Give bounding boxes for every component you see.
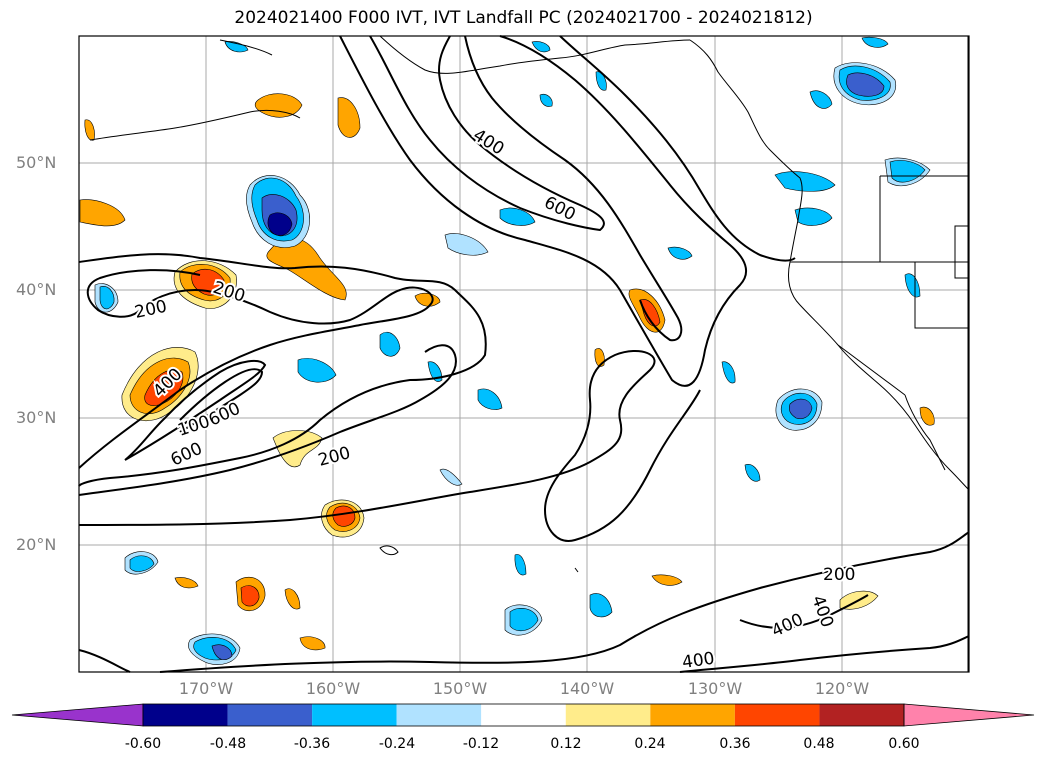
colorbar-tick-label: -0.36 bbox=[293, 736, 331, 752]
negative-anomaly bbox=[861, 36, 889, 48]
colorbar-cell bbox=[227, 704, 313, 726]
positive-anomaly bbox=[337, 97, 361, 138]
negative-anomaly bbox=[846, 72, 885, 97]
positive-anomaly bbox=[594, 348, 605, 367]
negative-anomaly bbox=[129, 555, 155, 572]
colorbar-cell bbox=[734, 704, 820, 726]
negative-anomaly bbox=[514, 554, 527, 576]
negative-anomaly bbox=[427, 361, 443, 382]
positive-anomaly bbox=[79, 199, 126, 227]
map-frame bbox=[78, 35, 970, 673]
colorbar-tick-label: -0.12 bbox=[462, 736, 500, 752]
colorbar-cell bbox=[650, 704, 735, 726]
colorbar-tick-label: 0.60 bbox=[888, 736, 920, 752]
positive-anomaly bbox=[299, 636, 326, 651]
colorbar-tick-label: 0.36 bbox=[719, 736, 751, 752]
negative-anomaly bbox=[744, 464, 761, 482]
negative-anomaly bbox=[889, 160, 926, 183]
negative-anomaly bbox=[794, 207, 833, 226]
lat-label: 30°N bbox=[16, 408, 57, 427]
positive-anomaly bbox=[284, 588, 301, 610]
colorbar-tick-label: -0.60 bbox=[124, 736, 162, 752]
lon-label: 120°W bbox=[814, 679, 870, 698]
colorbar-tick-label: -0.48 bbox=[209, 736, 247, 752]
positive-anomaly bbox=[254, 93, 303, 118]
ivt-contours bbox=[78, 35, 970, 673]
colorbar-tick-label: 0.24 bbox=[634, 736, 666, 752]
colorbar-tick-label: 0.12 bbox=[550, 736, 582, 752]
colorbar bbox=[11, 703, 1035, 727]
negative-anomaly bbox=[721, 361, 736, 384]
lon-label: 140°W bbox=[559, 679, 615, 698]
colorbar-cell bbox=[396, 704, 482, 726]
negative-anomaly bbox=[211, 644, 233, 660]
colorbar-cell bbox=[481, 704, 566, 726]
negative-anomaly bbox=[904, 273, 921, 298]
positive-anomaly bbox=[639, 299, 661, 327]
negative-anomaly bbox=[589, 593, 613, 618]
negative-anomaly bbox=[667, 246, 693, 260]
negative-anomaly bbox=[477, 388, 503, 410]
positive-anomaly bbox=[332, 505, 356, 527]
colorbar-extend-right bbox=[903, 703, 1035, 727]
colorbar-extend-left bbox=[11, 703, 144, 727]
lon-label: 150°W bbox=[432, 679, 488, 698]
positive-anomaly bbox=[266, 237, 347, 301]
positive-anomaly bbox=[414, 293, 441, 307]
negative-anomaly bbox=[224, 41, 249, 53]
negative-anomaly bbox=[509, 607, 539, 632]
lon-label: 170°W bbox=[178, 679, 234, 698]
negative-anomaly bbox=[539, 93, 553, 107]
negative-anomaly bbox=[809, 90, 833, 109]
lat-label: 50°N bbox=[16, 153, 57, 172]
negative-anomaly bbox=[439, 468, 463, 486]
negative-anomaly bbox=[444, 233, 489, 256]
negative-anomaly bbox=[99, 286, 115, 310]
colorbar-cell bbox=[312, 704, 397, 726]
contour-label: 200 bbox=[823, 565, 855, 585]
colorbar-tick-label: -0.24 bbox=[378, 736, 416, 752]
positive-anomaly bbox=[174, 577, 199, 589]
positive-anomaly bbox=[919, 406, 935, 426]
colorbar-cell bbox=[819, 704, 904, 726]
positive-anomaly bbox=[240, 585, 260, 607]
lat-label: 40°N bbox=[16, 280, 57, 299]
negative-anomaly bbox=[788, 398, 813, 419]
negative-anomaly bbox=[531, 41, 551, 53]
positive-anomaly bbox=[84, 119, 95, 141]
graticule bbox=[79, 36, 969, 672]
negative-anomaly bbox=[267, 212, 293, 236]
colorbar-cell bbox=[565, 704, 651, 726]
lat-label: 20°N bbox=[16, 535, 57, 554]
negative-anomaly bbox=[297, 358, 337, 383]
negative-anomaly bbox=[379, 331, 401, 357]
colorbar-tick-label: 0.48 bbox=[803, 736, 835, 752]
colorbar-cell bbox=[143, 704, 228, 726]
lon-label: 130°W bbox=[687, 679, 743, 698]
map-title: 2024021400 F000 IVT, IVT Landfall PC (20… bbox=[234, 8, 813, 28]
negative-anomaly bbox=[499, 207, 536, 226]
positive-anomaly bbox=[651, 574, 683, 586]
map-panel: 400 600 200 200 400 1000 600 600 200 200… bbox=[78, 35, 970, 675]
coastlines bbox=[89, 35, 970, 672]
lon-label: 160°W bbox=[305, 679, 361, 698]
